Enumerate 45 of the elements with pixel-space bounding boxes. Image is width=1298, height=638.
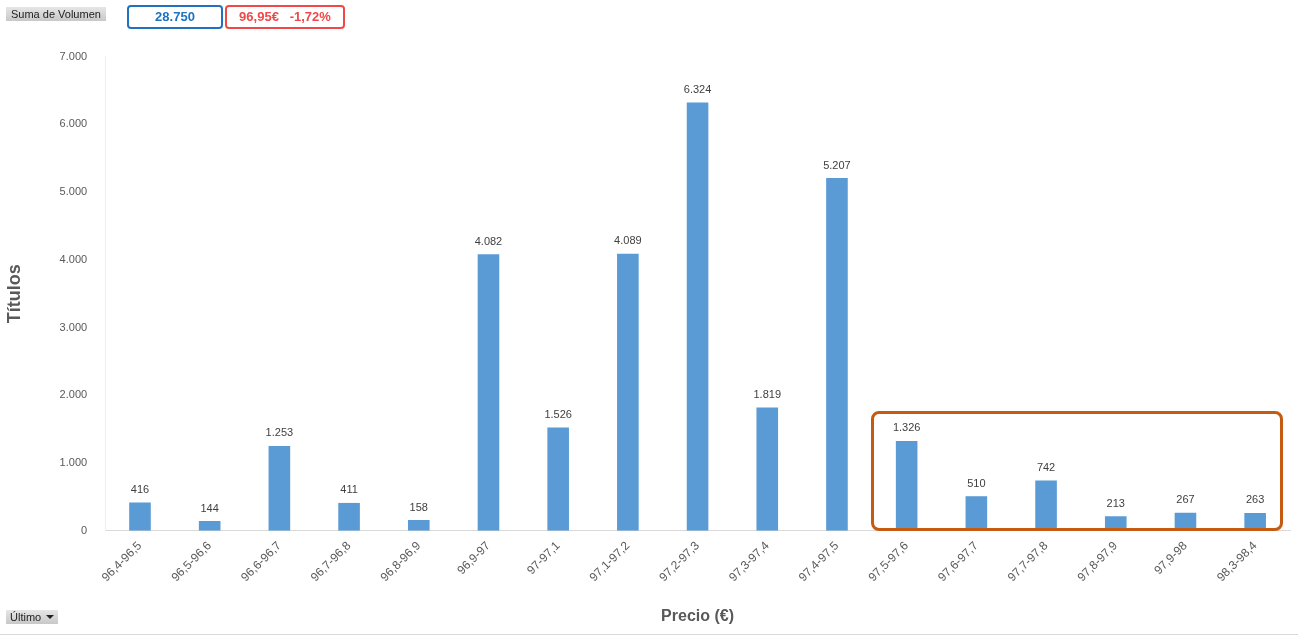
y-tick-label: 2.000	[59, 388, 88, 401]
data-label: 213	[1106, 496, 1125, 509]
data-label: 4.089	[614, 234, 642, 247]
text: 96,95€ -1,72%	[225, 5, 345, 29]
bar	[477, 254, 500, 531]
data-label: 1.253	[265, 426, 294, 439]
data-label: 1.526	[544, 407, 572, 420]
data-label: 263	[1245, 493, 1265, 506]
text: Último	[10, 611, 42, 623]
data-label: 144	[200, 501, 219, 514]
bar	[895, 440, 918, 531]
bar	[338, 502, 360, 531]
y-tick-label: 6.000	[59, 117, 88, 130]
data-label: 1.326	[892, 421, 921, 434]
text: Suma de Volumen	[6, 7, 106, 21]
data-label: 6.324	[683, 82, 712, 95]
y-tick-label: 1.000	[59, 456, 88, 469]
y-tick-label: 4.000	[59, 252, 88, 265]
bar	[686, 102, 709, 531]
y-tick-label: 7.000	[59, 49, 88, 62]
bar	[965, 496, 988, 531]
bar	[1035, 480, 1057, 531]
text: 28.750	[127, 5, 223, 29]
data-label: 5.207	[823, 158, 851, 171]
y-tick-label: 0	[81, 523, 88, 536]
bar	[756, 407, 779, 531]
y-axis-title: Títulos	[3, 264, 24, 324]
bar	[198, 521, 221, 531]
data-label: 158	[409, 500, 428, 513]
bar	[268, 445, 291, 531]
x-axis-title: Precio (€)	[661, 606, 735, 624]
data-label: 4.082	[474, 234, 503, 247]
bar	[407, 520, 430, 531]
y-tick-label: 5.000	[59, 185, 88, 198]
bar	[826, 178, 848, 531]
data-label: 411	[340, 483, 358, 496]
data-label: 416	[130, 483, 150, 496]
bar	[129, 502, 151, 531]
data-label: 1.819	[753, 388, 782, 401]
bar	[617, 253, 639, 531]
data-label: 742	[1036, 461, 1056, 474]
y-tick-label: 3.000	[59, 320, 88, 333]
data-label: 510	[967, 476, 986, 489]
bar	[547, 427, 569, 531]
data-label: 267	[1176, 493, 1195, 506]
